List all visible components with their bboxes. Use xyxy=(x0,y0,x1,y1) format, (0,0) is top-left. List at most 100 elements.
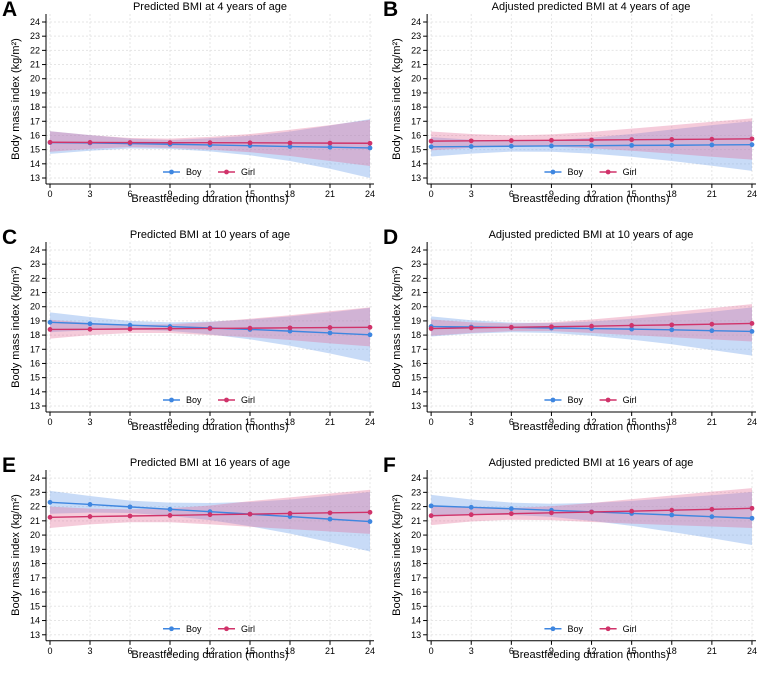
legend-boy-marker xyxy=(550,397,556,403)
y-tick-label: 13 xyxy=(411,401,421,411)
boy-marker xyxy=(669,327,675,333)
y-tick-label: 17 xyxy=(30,116,40,126)
x-tick-label: 6 xyxy=(127,646,132,656)
y-tick-label: 24 xyxy=(411,17,421,27)
x-tick-label: 18 xyxy=(667,417,677,427)
y-tick-label: 22 xyxy=(30,273,40,283)
y-tick-label: 19 xyxy=(30,544,40,554)
girl-marker xyxy=(508,511,514,517)
girl-marker xyxy=(207,512,213,518)
x-tick-label: 18 xyxy=(667,189,677,199)
girl-marker xyxy=(749,505,755,511)
girl-marker xyxy=(127,326,133,332)
girl-marker xyxy=(167,140,173,146)
y-tick-label: 14 xyxy=(411,159,421,169)
panel-d-y-axis-label: Body mass index (kg/m²) xyxy=(391,266,403,388)
x-tick-label: 12 xyxy=(205,646,215,656)
legend-girl-label: Girl xyxy=(241,395,255,405)
panel-b: 13 14 15 16 17 18 19 20 21 22 23 24 0 3 6 9 12 15 18 21 24 Bo… xyxy=(381,0,763,228)
x-tick-label: 15 xyxy=(245,189,255,199)
y-tick-label: 14 xyxy=(30,387,40,397)
girl-marker xyxy=(709,136,715,142)
x-tick-label: 0 xyxy=(429,646,434,656)
x-tick-label: 3 xyxy=(87,646,92,656)
girl-marker xyxy=(367,509,373,515)
girl-marker xyxy=(87,140,93,145)
y-tick-label: 16 xyxy=(30,130,40,140)
girl-marker xyxy=(589,137,594,143)
y-tick-label: 23 xyxy=(411,487,421,497)
girl-marker xyxy=(428,513,434,519)
panel-c-chart: 13 14 15 16 17 18 19 20 21 22 23 24 0 3 6 9 12 15 18 21 24 Bo… xyxy=(30,242,375,427)
panel-e-title: Predicted BMI at 16 years of age xyxy=(129,457,291,469)
girl-marker xyxy=(327,140,333,146)
y-tick-label: 23 xyxy=(30,31,40,41)
girl-marker xyxy=(327,325,333,330)
y-tick-label: 20 xyxy=(411,74,421,84)
y-tick-label: 16 xyxy=(411,358,421,368)
legend-girl-label: Girl xyxy=(241,624,255,634)
x-tick-label: 18 xyxy=(285,646,295,656)
x-tick-label: 15 xyxy=(245,417,255,427)
panel-f: 13 14 15 16 17 18 19 20 21 22 23 24 0 3 6 9 12 15 18 21 24 Bo… xyxy=(381,454,763,685)
legend-girl-marker xyxy=(224,397,229,403)
y-tick-label: 20 xyxy=(30,530,40,540)
legend-girl-label: Girl xyxy=(241,167,255,177)
y-tick-label: 17 xyxy=(411,344,421,354)
panel-e-x-axis-label: Breastfeeding duration (months) xyxy=(131,649,289,661)
y-tick-label: 14 xyxy=(30,616,40,626)
girl-marker xyxy=(47,514,53,520)
girl-marker xyxy=(629,137,635,143)
girl-marker xyxy=(247,511,253,517)
boy-marker xyxy=(367,145,373,151)
boy-marker xyxy=(549,143,554,149)
x-tick-label: 18 xyxy=(285,189,295,199)
y-tick-label: 17 xyxy=(30,573,40,583)
boy-marker xyxy=(367,519,373,524)
boy-marker xyxy=(669,142,675,148)
y-tick-label: 16 xyxy=(411,130,421,140)
girl-marker xyxy=(167,326,173,332)
y-tick-label: 24 xyxy=(411,473,421,483)
legend-girl-marker xyxy=(224,626,229,632)
boy-marker xyxy=(749,515,755,521)
x-tick-label: 21 xyxy=(325,646,335,656)
girl-marker xyxy=(589,323,594,329)
y-tick-label: 15 xyxy=(30,373,40,383)
x-tick-label: 9 xyxy=(549,417,554,427)
x-tick-label: 3 xyxy=(87,417,92,427)
panel-d-chart: 13 14 15 16 17 18 19 20 21 22 23 24 0 3 6 9 12 15 18 21 24 Bo… xyxy=(411,242,757,427)
boy-ci-band xyxy=(431,307,752,356)
y-tick-label: 14 xyxy=(411,616,421,626)
legend-girl-label: Girl xyxy=(623,624,637,634)
girl-marker xyxy=(87,326,93,332)
boy-marker xyxy=(367,332,373,338)
x-tick-label: 0 xyxy=(47,189,52,199)
x-tick-label: 9 xyxy=(167,189,172,199)
legend-boy-marker xyxy=(550,626,556,632)
y-tick-label: 22 xyxy=(30,45,40,55)
y-tick-label: 16 xyxy=(30,358,40,368)
y-tick-label: 22 xyxy=(411,273,421,283)
y-tick-label: 23 xyxy=(30,487,40,497)
x-tick-label: 15 xyxy=(627,646,637,656)
legend-boy-marker xyxy=(169,169,174,175)
panel-d-title: Adjusted predicted BMI at 10 years of ag… xyxy=(488,229,694,241)
panel-f-y-axis-label: Body mass index (kg/m²) xyxy=(391,494,403,616)
y-tick-label: 16 xyxy=(30,587,40,597)
x-tick-label: 15 xyxy=(245,646,255,656)
girl-marker xyxy=(367,324,373,330)
boy-marker xyxy=(468,504,474,510)
girl-marker xyxy=(87,514,93,519)
y-tick-label: 23 xyxy=(411,259,421,269)
panel-b-chart: 13 14 15 16 17 18 19 20 21 22 23 24 0 3 6 9 12 15 18 21 24 Bo… xyxy=(411,14,757,199)
x-tick-label: 6 xyxy=(509,189,514,199)
y-tick-label: 21 xyxy=(411,288,421,298)
girl-marker xyxy=(247,140,253,146)
girl-marker xyxy=(287,140,293,146)
x-tick-label: 0 xyxy=(47,417,52,427)
y-tick-label: 18 xyxy=(411,559,421,569)
boy-marker xyxy=(669,512,675,518)
y-tick-label: 19 xyxy=(411,544,421,554)
legend-boy-marker xyxy=(169,397,174,403)
